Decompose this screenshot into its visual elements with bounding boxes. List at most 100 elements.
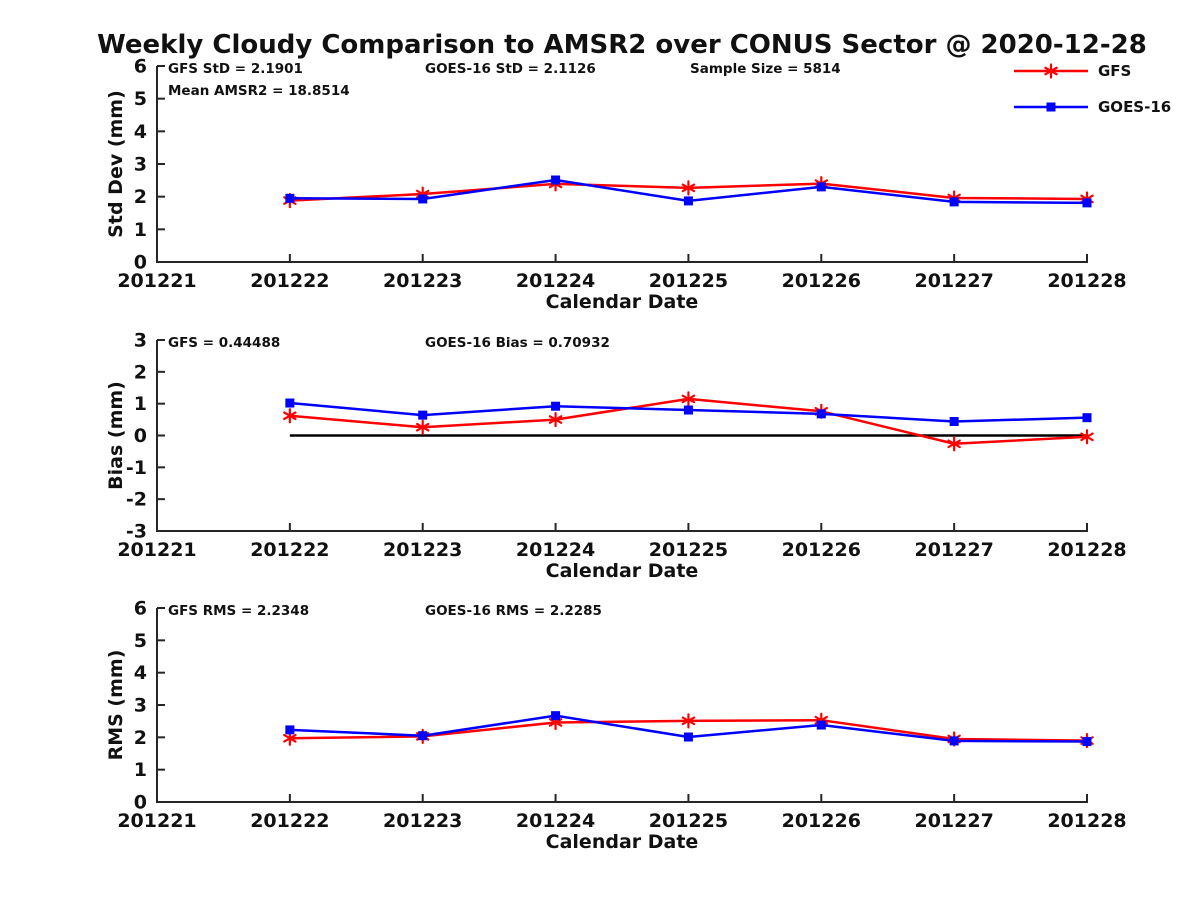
gfs-marker-spoke xyxy=(681,394,696,404)
gfs-marker-spoke xyxy=(548,718,563,727)
gfs-marker xyxy=(1080,429,1094,445)
goes16-marker xyxy=(418,410,428,420)
y-tick-label: 1 xyxy=(134,759,147,781)
goes16-marker xyxy=(816,182,826,192)
x-axis-label: Calendar Date xyxy=(546,560,699,582)
x-tick-label: 201222 xyxy=(250,539,329,561)
annotation: GFS StD = 2.1901 xyxy=(168,61,303,77)
goes16-marker xyxy=(551,401,561,411)
gfs-marker xyxy=(947,436,961,452)
y-tick-label: -3 xyxy=(126,521,147,543)
y-axis-label: Bias (mm) xyxy=(105,381,127,490)
goes16-marker xyxy=(1082,198,1092,208)
y-tick-label: 3 xyxy=(134,695,147,717)
y-tick-label: -2 xyxy=(126,489,147,511)
goes16-marker xyxy=(1082,737,1092,747)
x-tick-label: 201225 xyxy=(649,539,728,561)
y-tick-label: 3 xyxy=(134,154,147,176)
y-tick-label: 0 xyxy=(134,425,147,447)
y-tick-label: 6 xyxy=(134,598,147,620)
goes16-marker xyxy=(816,409,826,419)
gfs-marker xyxy=(283,408,297,424)
goes16-marker xyxy=(683,732,693,742)
x-tick-label: 201226 xyxy=(782,270,861,292)
x-tick-label: 201227 xyxy=(914,810,993,832)
goes16-line-sample-icon xyxy=(1014,102,1088,112)
x-tick-label: 201224 xyxy=(516,539,595,561)
x-tick-label: 201228 xyxy=(1047,539,1126,561)
gfs-marker-spoke xyxy=(415,422,430,432)
gfs-marker-spoke xyxy=(1080,432,1094,442)
goes16-marker xyxy=(551,175,561,185)
goes16-marker xyxy=(285,398,295,408)
goes16-marker xyxy=(418,731,428,741)
x-tick-label: 201223 xyxy=(383,539,462,561)
goes16-marker xyxy=(683,196,693,206)
x-tick-label: 201222 xyxy=(250,810,329,832)
legend-label-goes16: GOES-16 xyxy=(1098,98,1172,116)
y-tick-label: 2 xyxy=(134,727,147,749)
goes16-marker xyxy=(285,193,295,203)
annotation: GFS RMS = 2.2348 xyxy=(168,603,309,619)
x-tick-label: 201225 xyxy=(649,810,728,832)
x-tick-label: 201223 xyxy=(383,810,462,832)
y-axis-label: RMS (mm) xyxy=(105,650,127,761)
annotation: GOES-16 StD = 2.1126 xyxy=(425,61,596,77)
goes16-marker xyxy=(683,405,693,415)
chart-1: -3 -2 -1 0 1 2 3 201221 201222 201223 201224 201225… xyxy=(105,330,1127,583)
y-tick-label: 4 xyxy=(134,121,147,143)
x-tick-label: 201223 xyxy=(383,270,462,292)
gfs-marker xyxy=(548,411,563,428)
x-tick-label: 201228 xyxy=(1047,270,1126,292)
goes16-marker xyxy=(816,720,826,730)
gfs-marker-spoke xyxy=(681,716,696,726)
gfs-marker-spoke xyxy=(947,439,961,449)
x-tick-label: 201221 xyxy=(117,539,196,561)
goes16-marker xyxy=(949,197,959,207)
y-tick-label: 5 xyxy=(134,88,147,110)
annotation: GFS = 0.44488 xyxy=(168,335,280,351)
gfs-marker xyxy=(681,713,696,729)
y-tick-label: 2 xyxy=(134,186,147,208)
annotation: GOES-16 RMS = 2.2285 xyxy=(425,603,602,619)
goes16-marker xyxy=(949,416,959,426)
goes16-marker xyxy=(551,711,561,721)
gfs-marker xyxy=(681,180,696,196)
y-axis-label: Std Dev (mm) xyxy=(105,90,127,238)
figure-title: Weekly Cloudy Comparison to AMSR2 over C… xyxy=(97,30,1147,60)
gfs-marker xyxy=(681,391,696,407)
x-tick-label: 201226 xyxy=(782,810,861,832)
y-tick-label: -1 xyxy=(126,457,147,479)
gfs-marker-spoke xyxy=(283,733,297,743)
goes16-marker xyxy=(1082,413,1092,423)
x-tick-label: 201228 xyxy=(1047,810,1126,832)
legend-item-goes16: GOES-16 xyxy=(1012,97,1171,117)
x-axis-label: Calendar Date xyxy=(546,831,699,853)
legend: GFS GOES-16 xyxy=(1012,61,1171,117)
x-tick-label: 201224 xyxy=(516,270,595,292)
goes16-marker xyxy=(418,194,428,204)
gfs-marker xyxy=(415,419,430,435)
gfs-marker-spoke xyxy=(283,411,297,421)
legend-sample-marker xyxy=(1044,63,1058,79)
y-tick-label: 6 xyxy=(134,56,147,78)
gfs-line-sample-icon xyxy=(1014,63,1088,79)
y-tick-label: 1 xyxy=(134,393,147,415)
legend-sample-marker-spoke xyxy=(1044,66,1058,76)
gfs-marker-spoke xyxy=(681,183,696,193)
goes16-marker xyxy=(949,736,959,746)
x-tick-label: 201224 xyxy=(516,810,595,832)
chart-0: 0 1 2 3 4 5 6 201221 201222 201223 201224 201225 201… xyxy=(105,56,1127,314)
goes16-marker xyxy=(285,725,295,735)
x-axis-label: Calendar Date xyxy=(546,291,699,313)
y-tick-label: 3 xyxy=(134,330,147,352)
chart-2: 0 1 2 3 4 5 6 201221 201222 201223 201224 201225 201… xyxy=(105,598,1127,854)
annotation: Sample Size = 5814 xyxy=(690,61,841,77)
gfs-marker-spoke xyxy=(548,415,563,424)
legend-label-gfs: GFS xyxy=(1098,62,1132,80)
x-tick-label: 201227 xyxy=(914,539,993,561)
y-tick-label: 0 xyxy=(134,792,147,814)
x-tick-label: 201221 xyxy=(117,270,196,292)
x-tick-label: 201225 xyxy=(649,270,728,292)
